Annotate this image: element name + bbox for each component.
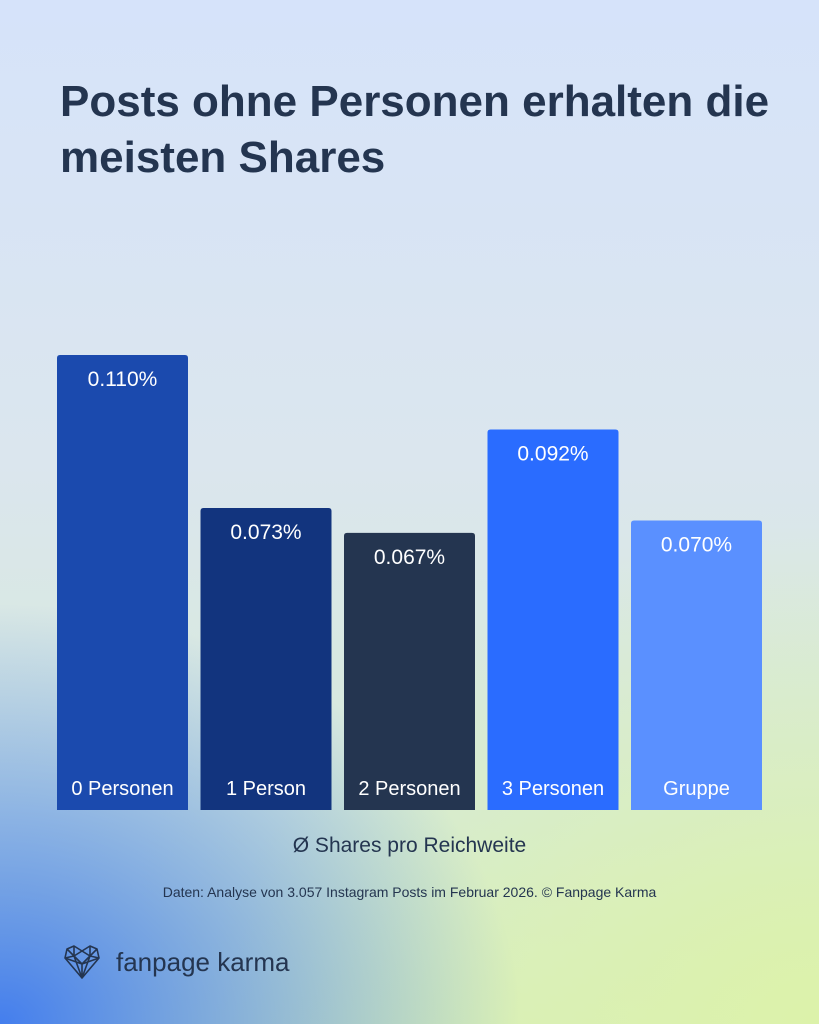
chart-title: Posts ohne Personen erhalten die meisten… [60,77,770,182]
bar-2 [344,532,475,810]
bar-0 [57,355,188,810]
bar-3 [487,429,619,810]
heart-network-icon [64,945,100,979]
data-label: 0.070% [661,533,732,556]
source-note: Daten: Analyse von 3.057 Instagram Posts… [162,884,657,900]
category-label: Gruppe [663,778,730,800]
category-label: 0 Personen [71,778,173,800]
logo: fanpage karma [62,944,289,980]
data-label: 0.073% [230,521,301,544]
category-label: 1 Person [226,778,306,800]
category-label: 3 Personen [502,778,604,800]
logo-text: fanpage karma [116,946,290,977]
data-label: 0.092% [517,442,588,465]
x-axis-label: Ø Shares pro Reichweite [292,834,527,857]
bar-4 [631,520,762,810]
data-label: 0.110% [88,368,158,391]
bar-1 [200,508,332,810]
category-label: 2 Personen [358,778,460,800]
data-label: 0.067% [374,546,445,569]
